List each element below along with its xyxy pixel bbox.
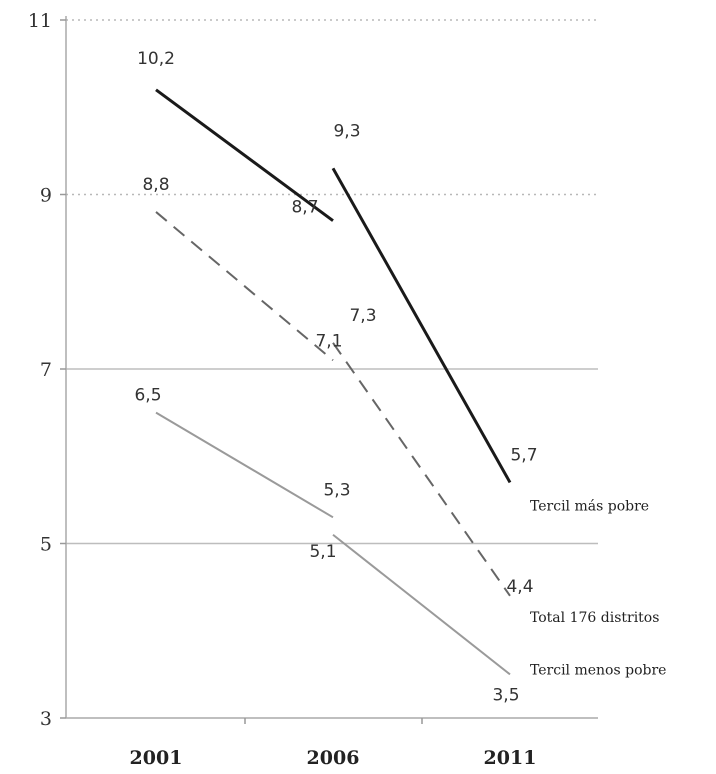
y-tick-label-9: 9	[40, 185, 52, 207]
series-2-segment-0	[155, 411, 334, 519]
series-1-segment-1	[332, 342, 511, 597]
data-label-2-1-1: 3,5	[492, 685, 519, 705]
data-label-0-1-0: 9,3	[333, 121, 360, 141]
data-label-1-1-1: 4,4	[506, 577, 533, 597]
data-labels: 10,2 8,7 9,3 5,7 Tercil más pobre 8,8 7,1 7,3 4,…	[134, 49, 666, 706]
series-lines	[155, 88, 512, 676]
data-label-0-0-0: 10,2	[137, 49, 175, 69]
series-1	[155, 211, 511, 597]
x-tick-label-2001: 2001	[130, 747, 183, 769]
y-tick-label-7: 7	[40, 359, 52, 381]
y-tick-label-11: 11	[28, 10, 52, 32]
series-0	[155, 88, 512, 484]
series-1-segment-0	[155, 211, 334, 362]
x-tick-label-2011: 2011	[484, 747, 537, 769]
series-2	[155, 411, 511, 676]
series-2-segment-1	[332, 533, 511, 676]
data-label-2-1-0: 5,1	[309, 542, 336, 562]
data-label-1-0-1: 7,1	[315, 331, 342, 351]
grid-lines	[66, 19, 598, 545]
data-label-2-0-0: 6,5	[134, 386, 161, 406]
data-label-1-1-0: 7,3	[349, 306, 376, 326]
data-label-1-0-0: 8,8	[142, 175, 169, 195]
series-name-2: Tercil menos pobre	[530, 662, 666, 678]
series-0-segment-0	[155, 88, 334, 222]
data-label-2-0-1: 5,3	[323, 480, 350, 500]
data-label-0-1-1: 5,7	[510, 445, 537, 465]
axes: 3 5 7 9 11 2001 2006 2011	[28, 10, 598, 769]
series-name-0: Tercil más pobre	[530, 498, 649, 514]
y-tick-label-3: 3	[40, 708, 52, 730]
series-0-segment-1	[331, 167, 512, 484]
y-tick-label-5: 5	[40, 534, 52, 556]
series-name-1: Total 176 distritos	[530, 610, 659, 626]
x-tick-label-2006: 2006	[307, 747, 360, 769]
data-label-0-0-1: 8,7	[291, 198, 318, 218]
